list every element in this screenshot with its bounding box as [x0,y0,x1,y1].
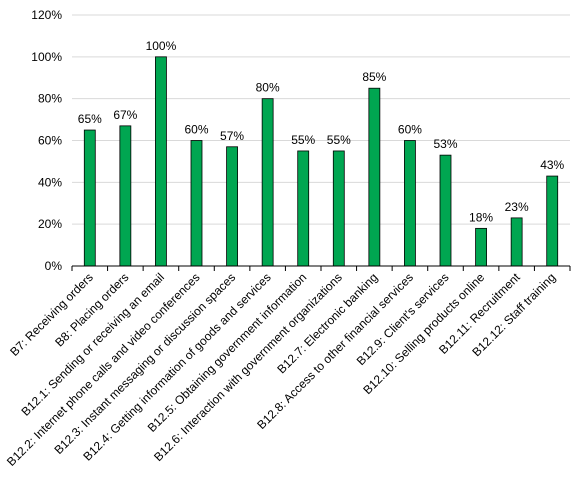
y-tick-label: 0% [45,259,63,273]
y-tick-label: 40% [38,175,62,189]
y-axis-tick-labels: 0% 20% 40% 60% 80% 100% 120% [31,8,62,273]
bar [510,217,523,267]
gridlines [72,14,570,225]
data-label: 57% [220,129,244,143]
data-label: 85% [362,70,386,84]
bar [119,125,132,267]
data-label: 55% [327,133,351,147]
bar [439,154,452,267]
bar [83,129,96,267]
x-axis [71,265,571,271]
data-label: 67% [113,108,137,122]
bar [475,227,487,267]
bar [297,150,310,267]
bar [546,175,559,267]
data-label: 43% [540,158,564,172]
bar [261,98,274,267]
bar [226,146,238,267]
bar [368,87,381,267]
bars [83,56,559,267]
data-labels: 65% 67% 100% 60% 57% 80% 55% 55% 85% 60% 53% 18% 23%… [78,39,565,225]
y-tick-label: 20% [38,217,62,231]
data-label: 53% [433,137,457,151]
y-tick-label: 100% [31,50,62,64]
data-label: 80% [256,81,280,95]
bar [190,140,203,267]
data-label: 23% [505,200,529,214]
y-tick-label: 60% [38,134,62,148]
data-label: 60% [184,123,208,137]
bar [404,140,416,267]
bar [332,150,345,267]
data-label: 65% [78,112,102,126]
data-label: 100% [146,39,177,53]
data-label: 18% [469,210,493,224]
data-label: 55% [291,133,315,147]
data-label: 60% [398,123,422,137]
bar [155,56,167,267]
y-tick-label: 120% [31,8,62,22]
y-tick-label: 80% [38,92,62,106]
